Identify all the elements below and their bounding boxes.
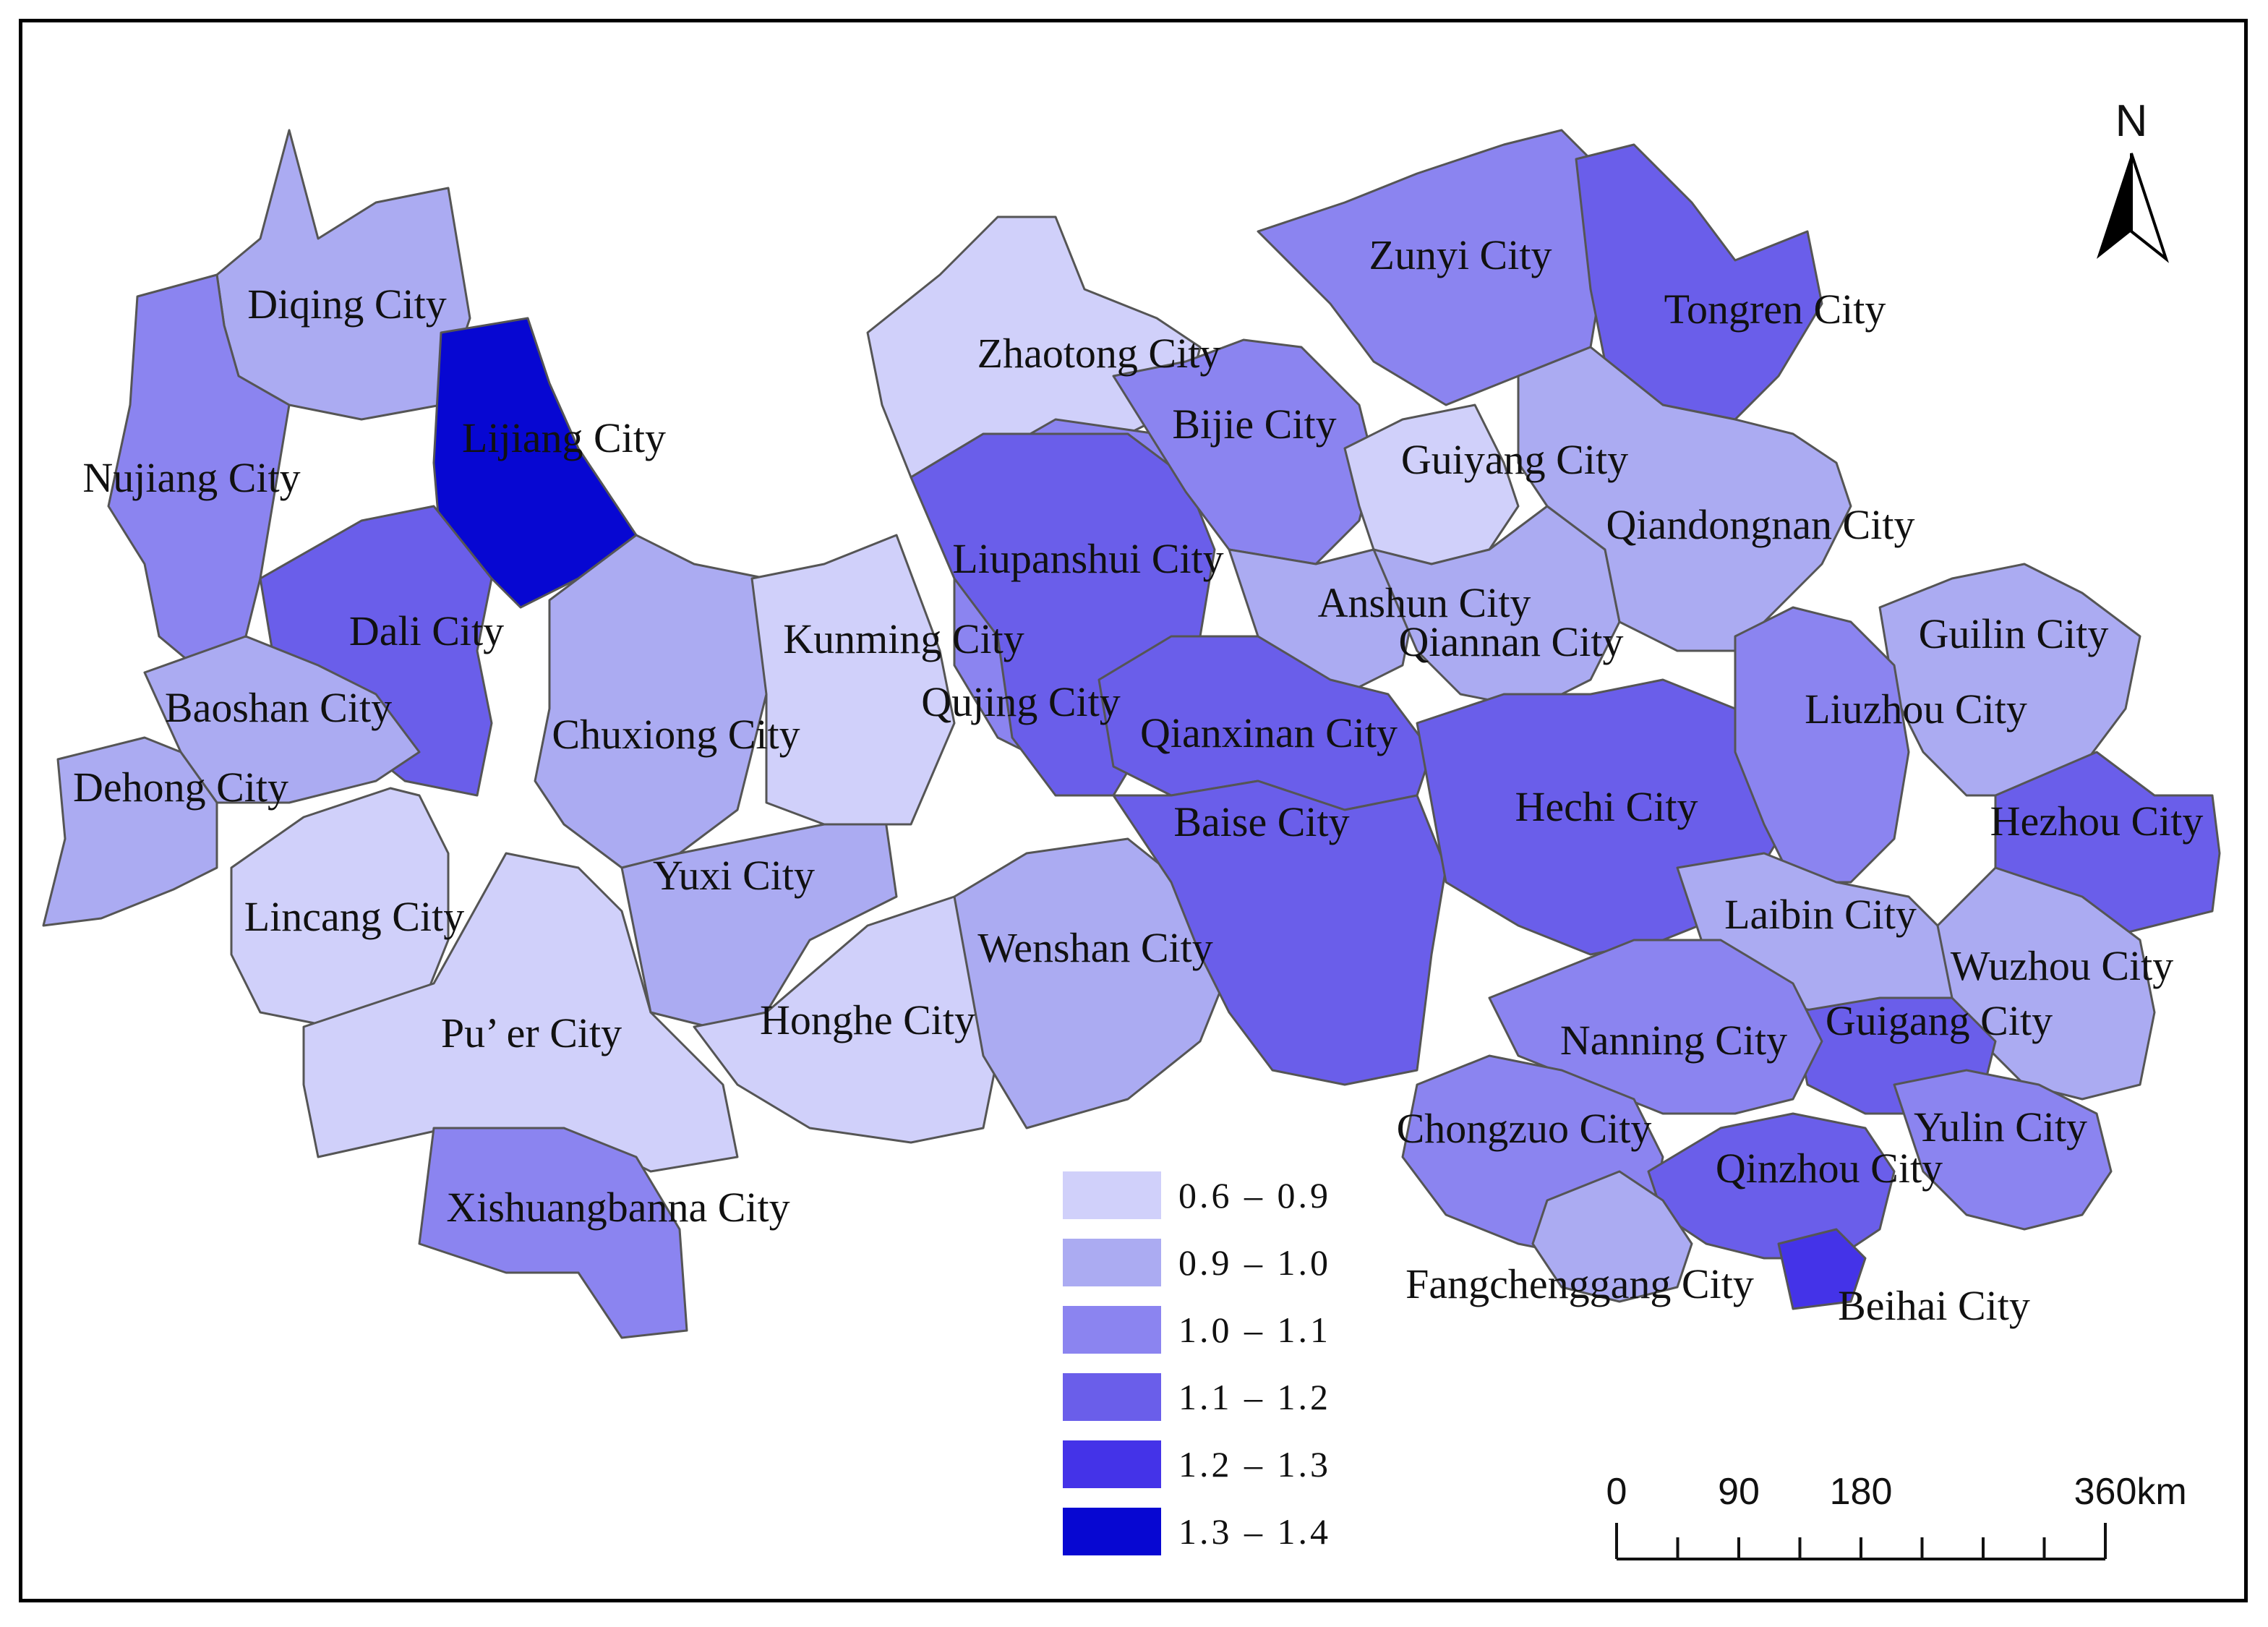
region-guiyang-city [1343,403,1520,565]
region-qinzhou-city [1647,1112,1896,1260]
region-beihai-city [1777,1228,1867,1310]
label-wenshan-city: Wenshan City [977,924,1213,971]
region-dehong-city [42,736,218,927]
label-chuxiong-city: Chuxiong City [552,711,800,758]
region-nujiang-city [107,273,291,674]
scale-bar-label: 360 [2074,1471,2137,1513]
region-qiandongnan-city [1517,346,1852,652]
label-zunyi-city: Zunyi City [1369,231,1552,278]
label-qiandongnan-city: Qiandongnan City [1606,501,1915,548]
label-baoshan-city: Baoshan City [165,684,392,731]
label-hezhou-city: Hezhou City [1990,798,2204,845]
region-pu-er-city [302,852,739,1173]
north-arrow: N [2097,96,2169,263]
label-guilin-city: Guilin City [1919,610,2109,657]
map-frame [19,19,2248,1602]
label-laibin-city: Laibin City [1724,891,1917,938]
scale-bar-unit: km [2136,1471,2186,1513]
scale-bar-label: 0 [1606,1471,1627,1513]
north-arrow-outline-icon [2130,153,2169,263]
region-diqing-city [215,129,471,421]
label-tongren-city: Tongren City [1664,286,1886,333]
north-label: N [2115,96,2148,146]
label-fangchenggang-city: Fangchenggang City [1405,1260,1754,1307]
legend-swatch [1063,1508,1161,1555]
label-dali-city: Dali City [349,607,504,654]
label-liuzhou-city: Liuzhou City [1805,686,2027,733]
label-wuzhou-city: Wuzhou City [1951,942,2174,989]
label-dehong-city: Dehong City [73,764,288,811]
label-kunming-city: Kunming City [783,615,1024,662]
label-bijie-city: Bijie City [1172,401,1336,448]
legend-label: 1.1 – 1.2 [1178,1377,1331,1417]
city-labels: Diqing City Lijiang City Nujiang City Dali … [73,231,2203,1329]
label-chongzuo-city: Chongzuo City [1397,1105,1652,1152]
region-wenshan-city [953,837,1231,1129]
label-pu-er-city: Pu’ er City [441,1009,622,1056]
legend-label: 1.2 – 1.3 [1178,1444,1331,1485]
legend-swatch [1063,1239,1161,1286]
label-xishuangbanna-city: Xishuangbanna City [446,1184,789,1231]
label-qiannan-city: Qiannan City [1399,618,1624,665]
legend-swatch [1063,1171,1161,1219]
label-yuxi-city: Yuxi City [653,852,815,899]
label-guigang-city: Guigang City [1826,997,2053,1044]
region-fangchenggang-city [1531,1170,1693,1303]
label-zhaotong-city: Zhaotong City [977,330,1221,377]
legend-swatch [1063,1306,1161,1354]
region-liuzhou-city [1734,606,1910,884]
scale-bar-label: 90 [1718,1471,1760,1513]
label-liupanshui-city: Liupanshui City [952,535,1223,582]
region-xishuangbanna-city [418,1127,688,1339]
label-lincang-city: Lincang City [244,893,464,940]
region-guilin-city [1878,563,2141,797]
label-qianxinan-city: Qianxinan City [1140,709,1398,756]
label-diqing-city: Diqing City [247,281,447,328]
label-qujing-city: Qujing City [921,678,1121,725]
region-chuxiong-city [534,534,768,869]
label-anshun-city: Anshun City [1318,579,1531,626]
legend-swatch [1063,1373,1161,1421]
label-yulin-city: Yulin City [1914,1103,2087,1150]
label-qinzhou-city: Qinzhou City [1716,1145,1943,1192]
region-qianxinan-city [1097,635,1433,811]
label-baise-city: Baise City [1173,798,1349,845]
region-kunming-city [750,534,956,826]
legend-label: 1.3 – 1.4 [1178,1511,1331,1552]
scale-bar: 0 90 180 360 km [1606,1471,2187,1560]
legend-label: 0.6 – 0.9 [1178,1175,1331,1216]
region-yulin-city [1893,1069,2113,1231]
legend-label: 0.9 – 1.0 [1178,1242,1331,1283]
label-nanning-city: Nanning City [1560,1017,1787,1064]
region-tongren-city [1575,143,1823,421]
legend: 0.6 – 0.9 0.9 – 1.0 1.0 – 1.1 1.1 – 1.2 1.2 … [1063,1171,1331,1555]
label-hechi-city: Hechi City [1515,783,1698,830]
label-guiyang-city: Guiyang City [1401,436,1628,483]
label-nujiang-city: Nujiang City [82,454,300,501]
legend-swatch [1063,1440,1161,1488]
city-regions [42,129,2221,1339]
region-baise-city [1112,780,1447,1086]
label-beihai-city: Beihai City [1838,1282,2030,1329]
legend-label: 1.0 – 1.1 [1178,1310,1331,1350]
scale-bar-label: 180 [1830,1471,1893,1513]
label-honghe-city: Honghe City [760,996,975,1043]
north-arrow-icon [2097,153,2131,259]
label-lijiang-city: Lijiang City [462,414,666,461]
region-yuxi-city [620,794,898,1028]
region-lincang-city [230,787,450,1028]
